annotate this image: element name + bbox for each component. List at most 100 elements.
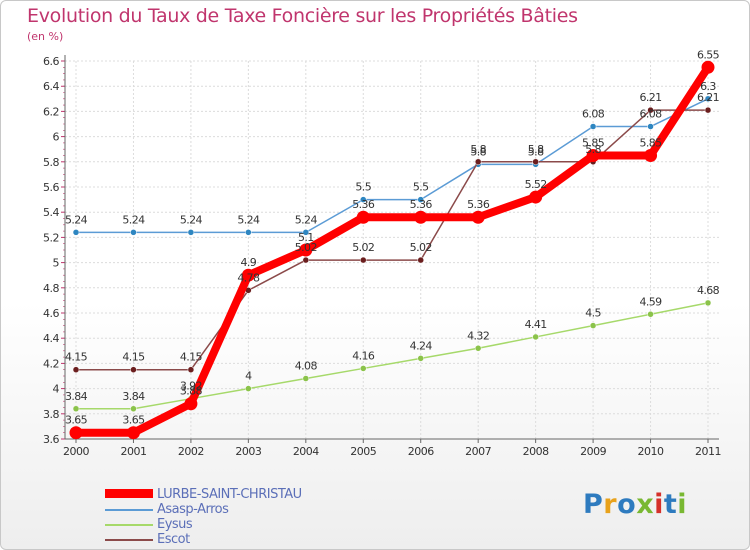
data-point [360,365,367,372]
y-tick-label: 5.2 [43,231,59,244]
y-tick-label: 4.8 [43,282,59,295]
x-tick-label: 2011 [695,445,721,458]
plot-area [65,61,719,439]
y-tick-label: 3.8 [43,408,59,421]
data-point [589,123,597,130]
data-label: 5.85 [582,137,605,150]
data-label: 3.92 [180,380,202,393]
data-label: 4.15 [180,351,203,364]
logo-letter: t [663,489,678,520]
data-label: 4.24 [410,339,433,352]
y-tick-label: 4 [53,383,60,396]
data-label: 5.36 [410,198,433,211]
data-label: 3.65 [65,414,88,427]
data-label: 3.65 [122,414,145,427]
y-tick-label: 4.4 [43,332,59,345]
data-label: 3.84 [122,390,145,403]
data-point [417,355,424,362]
data-point [302,229,310,236]
data-point [532,158,539,166]
data-label: 4.16 [352,349,375,362]
y-tick-label: 5.6 [43,181,59,194]
x-tick-label: 2008 [523,445,549,458]
data-point [704,299,712,307]
legend-swatch-lurbe [105,489,153,498]
x-tick-label: 2009 [580,445,606,458]
y-tick-label: 6.6 [43,55,59,68]
data-label: 6.21 [639,91,661,104]
data-point [474,158,482,166]
chart-title: Evolution du Taux de Taxe Foncière sur l… [27,5,578,27]
data-label: 6.08 [582,108,605,121]
series-line-eysus [75,302,709,410]
data-point [187,366,195,373]
legend-label-escot: Escot [157,532,190,547]
data-point [302,256,310,264]
data-label: 4.5 [585,307,601,320]
data-point [245,229,252,236]
legend-swatch-eysus [105,524,153,526]
x-tick-label: 2003 [235,445,261,458]
data-point [72,405,80,413]
data-label: 5.36 [352,198,375,211]
data-point [471,210,485,224]
data-point [647,311,654,318]
x-tick-label: 2006 [408,445,434,458]
y-tick-label: 6.4 [43,80,59,93]
data-point [586,149,600,162]
data-label: 5.85 [639,137,662,150]
legend-swatch-escot [105,539,153,541]
data-label: 5.24 [295,213,318,226]
data-label: 5.8 [470,145,486,158]
data-label: 4.15 [122,351,145,364]
data-label: 6.21 [697,91,719,104]
y-tick-label: 5 [53,257,60,270]
y-tick-label: 4.2 [43,357,59,370]
data-label: 6.55 [697,48,720,61]
data-label: 6.08 [639,108,662,121]
data-label: 5.8 [585,143,601,156]
logo-letter: i [654,489,664,520]
data-label: 5.5 [355,181,371,194]
data-point [126,426,140,440]
data-label: 6.3 [700,80,716,93]
data-point [529,190,543,204]
data-label: 5.24 [237,213,260,226]
data-label: 5.1 [298,231,314,244]
data-point [474,345,482,352]
data-point [130,366,137,373]
logo-letter: x [636,489,655,520]
data-point [414,210,428,224]
y-tick-label: 3.6 [43,433,59,446]
data-label: 5.8 [528,143,544,156]
data-label: 4.68 [697,284,720,297]
data-label: 4.15 [65,351,88,364]
data-label: 5.24 [122,213,145,226]
data-label: 5.24 [180,213,203,226]
data-label: 5.5 [413,181,429,194]
proxiti-logo: Proxiti [583,489,687,520]
data-point [589,322,597,329]
data-point [184,397,198,411]
x-tick-label: 2001 [120,445,146,458]
legend-label-asasp: Asasp-Arros [157,502,229,517]
data-label: 4.78 [237,271,260,284]
y-tick-label: 5.8 [43,156,59,169]
data-point [302,375,310,382]
data-label: 4.59 [639,295,662,308]
data-point [704,106,712,114]
x-tick-label: 2005 [350,445,376,458]
data-label: 5.02 [410,241,432,254]
y-tick-label: 6 [53,131,60,144]
x-tick-label: 2007 [465,445,491,458]
data-point [532,333,539,341]
legend-label-lurbe: LURBE-SAINT-CHRISTAU [157,487,302,502]
data-point [360,256,367,264]
data-label: 4.9 [241,256,257,269]
x-tick-label: 2002 [178,445,204,458]
data-label: 4.32 [467,329,489,342]
series-line-escot [75,109,709,371]
data-point [130,405,137,413]
data-point [130,229,137,236]
